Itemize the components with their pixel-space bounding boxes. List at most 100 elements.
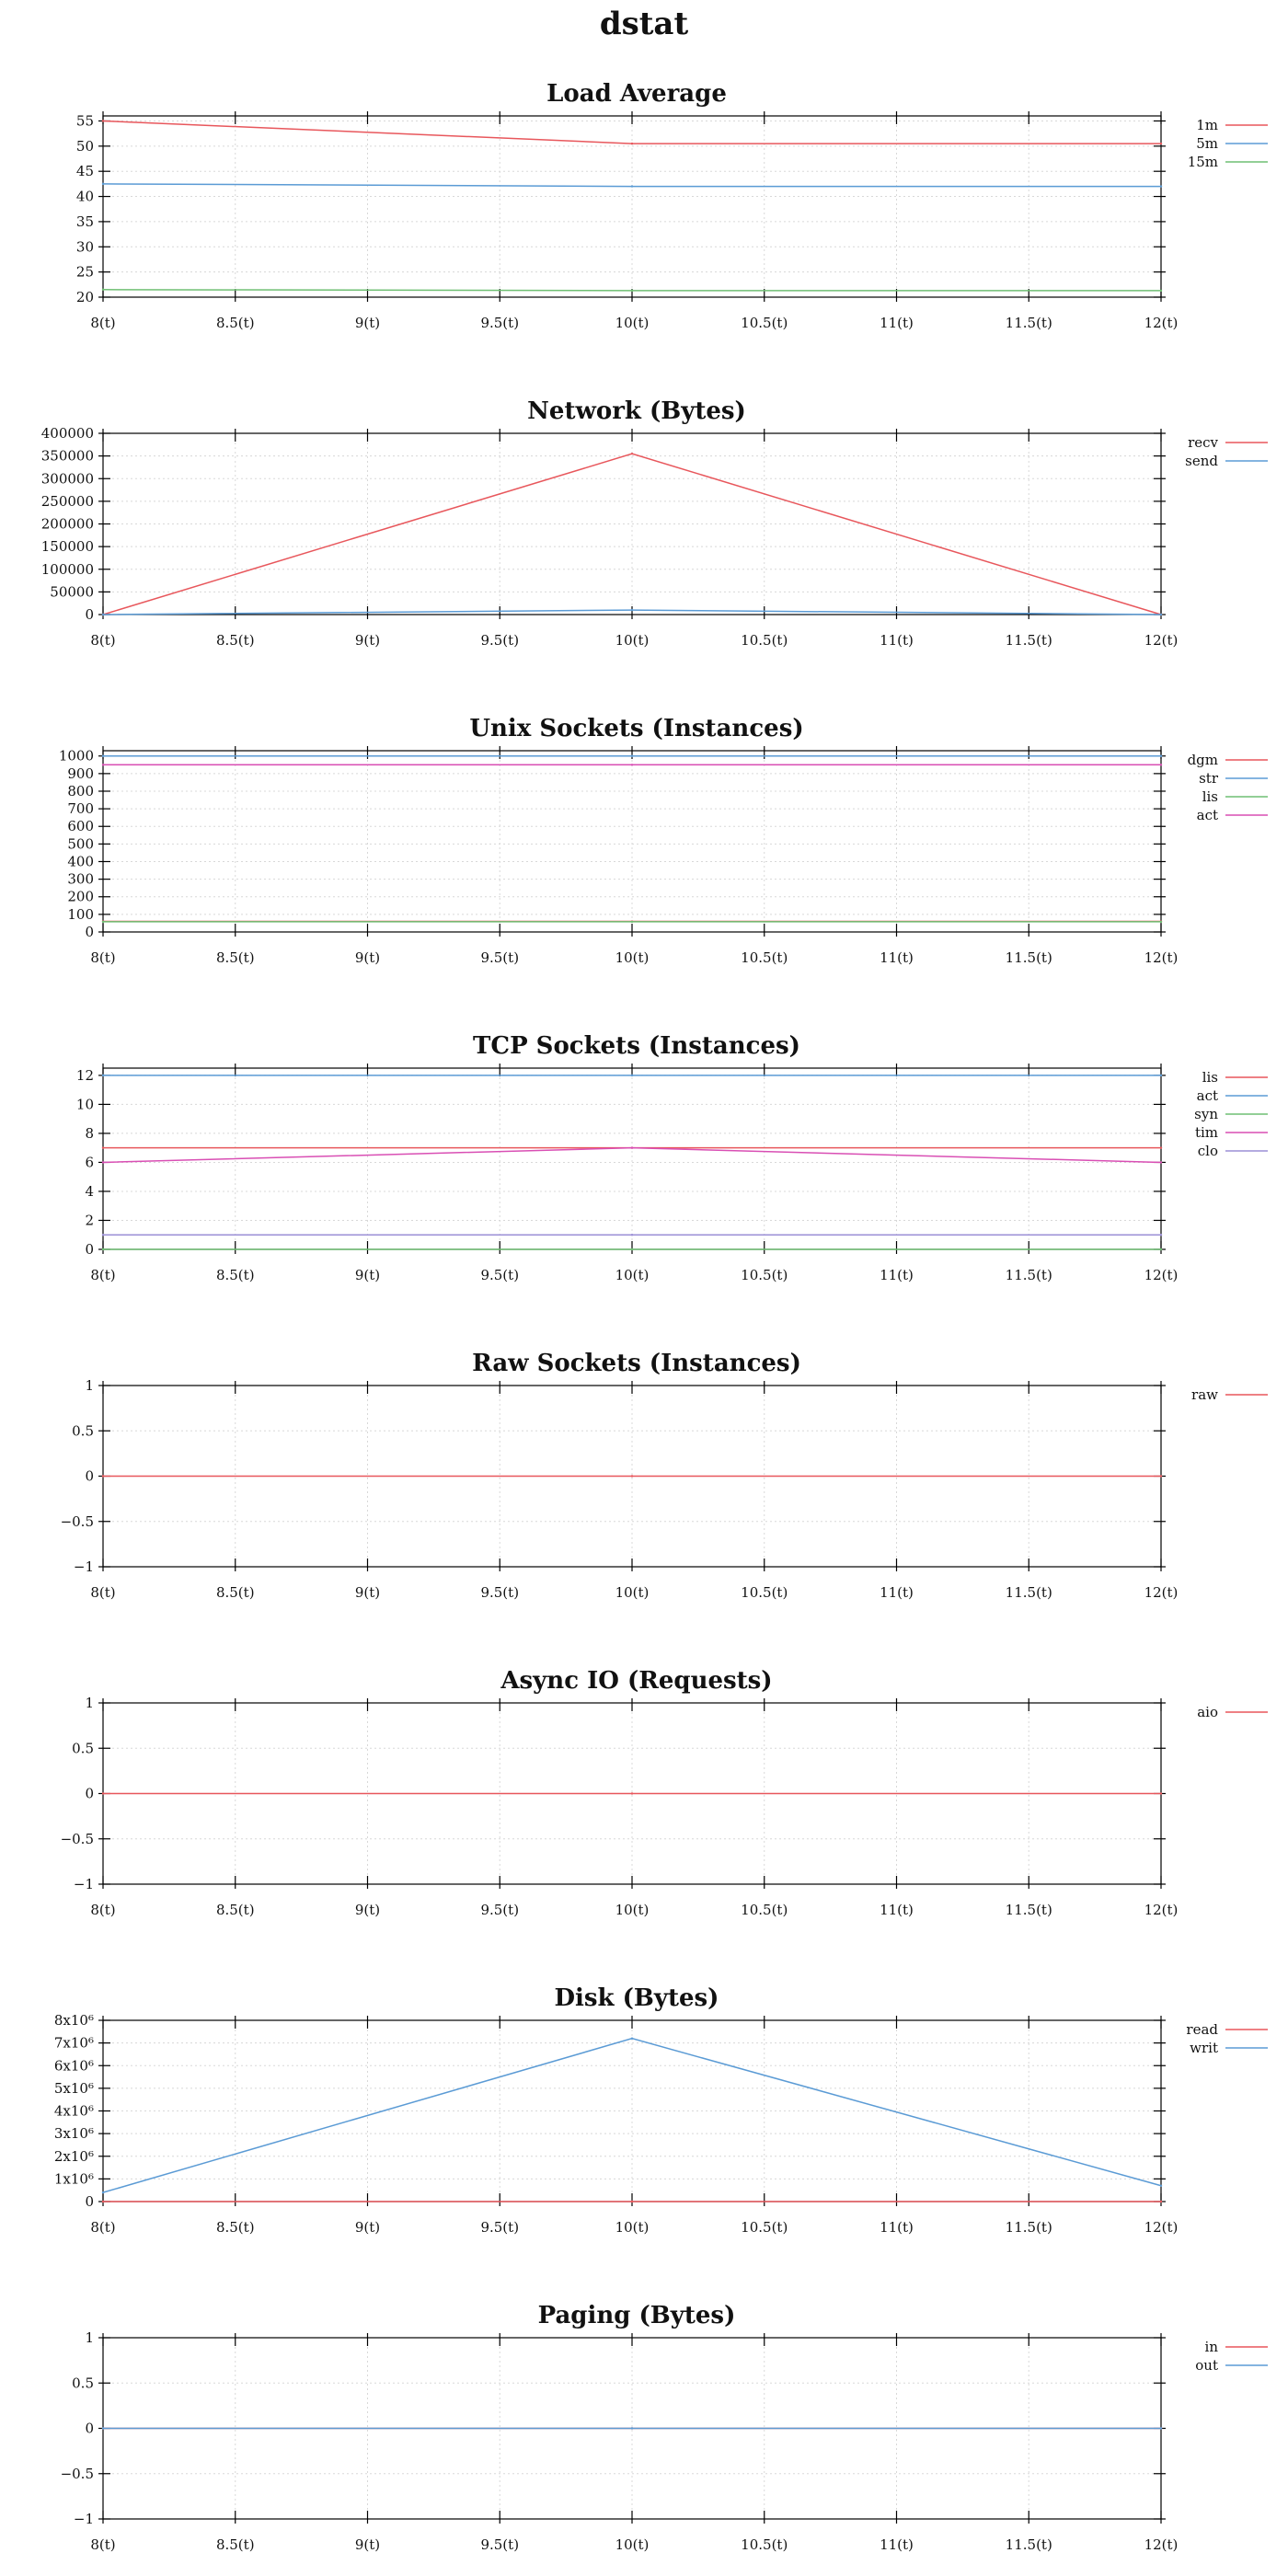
data-point-recv [630,452,634,455]
plot-frame [102,1067,1162,1250]
y-tick-label: 50000 [50,583,94,600]
y-tick-label: 150000 [41,538,94,555]
legend-label-clo: clo [1198,1143,1218,1159]
x-tick-label: 11(t) [880,1267,914,1283]
series-line-writ [102,2037,1162,2193]
data-point-out [101,2427,105,2430]
y-tick-label: 55 [76,112,94,129]
x-tick-label: 10(t) [615,632,650,649]
legend-label-1m: 1m [1196,117,1218,133]
x-tick-label: 9(t) [355,632,380,649]
y-tick-label: −0.5 [61,1513,94,1530]
plot-frame [102,750,1162,933]
y-tick-label: 200000 [41,516,94,533]
x-tick-label: 8(t) [90,1902,115,1918]
x-tick-label: 10(t) [615,1902,650,1918]
x-tick-label: 9.5(t) [480,2219,519,2236]
x-tick-label: 9.5(t) [480,2536,519,2553]
x-tick-label: 8(t) [90,2536,115,2553]
x-tick-label: 12(t) [1144,949,1179,966]
data-point-raw [1159,1475,1163,1478]
x-tick-label: 12(t) [1144,1584,1179,1601]
data-point-5m [101,182,105,186]
legend-label-15m: 15m [1188,154,1218,170]
y-tick-label: 700 [67,800,94,817]
x-tick-label: 9(t) [355,1267,380,1283]
x-tick-label: 11(t) [880,632,914,649]
x-tick-label: 10.5(t) [741,949,788,966]
data-point-act [1159,1074,1163,1077]
y-tick-label: 3x10⁶ [54,2125,94,2142]
page-title: dstat [599,6,689,42]
data-point-lis [1159,1146,1163,1149]
data-point-read [1159,2200,1163,2203]
x-tick-label: 11(t) [880,315,914,331]
x-tick-label: 9(t) [355,315,380,331]
x-tick-label: 10.5(t) [741,632,788,649]
legend-label-act: act [1197,1087,1218,1104]
x-tick-label: 8.5(t) [216,949,255,966]
data-point-writ [101,2191,105,2194]
data-point-lis [630,920,634,924]
y-tick-label: 6 [85,1154,94,1170]
y-tick-label: −0.5 [61,2466,94,2482]
y-tick-label: 1 [85,1695,94,1711]
y-tick-label: 2 [85,1212,94,1228]
y-tick-label: 5x10⁶ [54,2080,94,2097]
data-point-1m [1159,142,1163,145]
y-tick-label: 1 [85,1377,94,1394]
x-tick-label: 11(t) [880,949,914,966]
x-tick-label: 10(t) [615,315,650,331]
y-tick-label: 8x10⁶ [54,2012,94,2029]
x-tick-label: 9.5(t) [480,1267,519,1283]
x-tick-label: 11.5(t) [1006,1267,1052,1283]
data-point-clo [1159,1234,1163,1236]
x-tick-label: 10(t) [615,1267,650,1283]
x-tick-label: 10.5(t) [741,2536,788,2553]
data-point-read [630,2200,634,2203]
y-tick-label: 500 [67,835,94,852]
x-tick-label: 12(t) [1144,315,1179,331]
y-tick-label: 400000 [41,425,94,442]
x-tick-label: 9(t) [355,949,380,966]
legend-label-send: send [1185,453,1218,469]
x-tick-label: 12(t) [1144,632,1179,649]
y-tick-label: 250000 [41,493,94,510]
x-tick-label: 11(t) [880,2536,914,2553]
data-point-syn [1159,1248,1163,1251]
x-tick-label: 8(t) [90,315,115,331]
x-tick-label: 11.5(t) [1006,1584,1052,1601]
x-tick-label: 9.5(t) [480,949,519,966]
y-tick-label: 0 [85,1786,94,1802]
x-tick-label: 9.5(t) [480,632,519,649]
y-tick-label: 0.5 [72,2375,94,2391]
y-tick-label: 25 [76,264,94,281]
x-tick-label: 9(t) [355,2219,380,2236]
data-point-str [630,754,634,757]
x-tick-label: 10.5(t) [741,2219,788,2236]
y-tick-label: 0 [85,1241,94,1258]
data-point-out [1159,2427,1163,2430]
data-point-5m [1159,185,1163,188]
data-point-lis [101,920,105,924]
x-tick-label: 11(t) [880,1584,914,1601]
x-tick-label: 10.5(t) [741,315,788,331]
legend-label-dgm: dgm [1188,752,1218,768]
x-tick-label: 10.5(t) [741,1902,788,1918]
y-tick-label: 30 [76,238,94,255]
x-tick-label: 9.5(t) [480,1584,519,1601]
x-tick-label: 10.5(t) [741,1584,788,1601]
y-tick-label: 800 [67,783,94,799]
x-tick-label: 12(t) [1144,1902,1179,1918]
y-tick-label: 200 [67,889,94,905]
y-tick-label: 1x10⁶ [54,2170,94,2187]
data-point-raw [630,1475,634,1478]
data-point-act [101,764,105,766]
x-tick-label: 12(t) [1144,1267,1179,1283]
y-tick-label: 2x10⁶ [54,2148,94,2165]
x-tick-label: 9(t) [355,1584,380,1601]
legend-label-act: act [1197,807,1218,823]
y-tick-label: 100000 [41,561,94,578]
data-point-send [101,613,105,616]
x-tick-label: 8.5(t) [216,1902,255,1918]
